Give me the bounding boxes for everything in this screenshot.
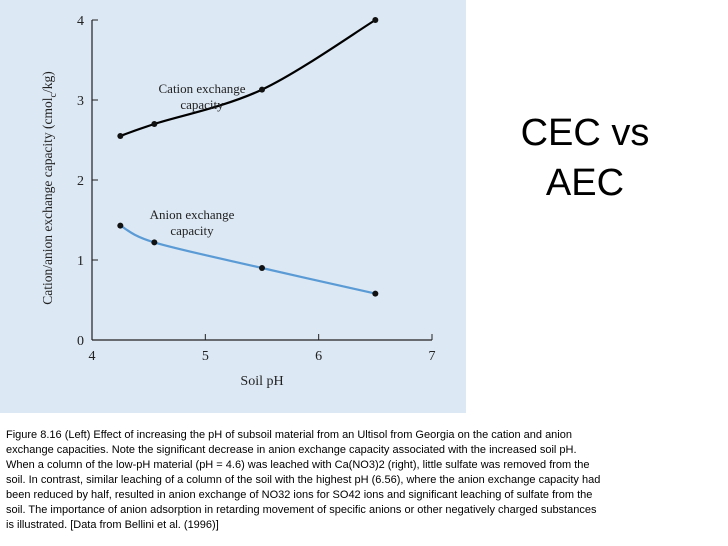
series-label-1-line-2: capacity — [180, 97, 224, 112]
y-axis-label-main: Cation/anion exchange capacity (cmol — [40, 97, 55, 305]
x-tick-label: 7 — [429, 349, 436, 364]
figure-panel — [0, 0, 466, 413]
data-point — [372, 290, 379, 297]
data-point — [259, 265, 265, 271]
y-axis-label-subscript: c — [48, 92, 59, 97]
chart-series-lines — [119, 19, 376, 295]
data-point — [372, 17, 379, 23]
slide-title-line-2: AEC — [545, 162, 625, 204]
y-tick-label: 3 — [77, 94, 84, 109]
y-tick-label: 1 — [77, 254, 84, 269]
slide-title-line-1: CEC vs — [520, 112, 650, 154]
y-tick-label: 2 — [77, 174, 84, 189]
data-point — [117, 133, 124, 139]
series-label-1-line-1: Cation exchange — [159, 81, 246, 96]
data-point — [151, 239, 158, 246]
x-tick-label: 5 — [202, 349, 209, 364]
data-point — [151, 121, 158, 127]
y-tick-label: 4 — [77, 14, 84, 29]
x-axis-label: Soil pH — [240, 374, 283, 389]
series-line-1 — [119, 19, 376, 138]
chart-ticks: 4 5 6 7 0 1 2 3 4 — [77, 14, 436, 364]
chart-series-points — [117, 17, 379, 297]
data-point — [117, 222, 124, 229]
y-axis-label-suffix: /kg) — [40, 71, 55, 93]
series-label-2-line-1: Anion exchange — [150, 207, 235, 222]
x-tick-label: 6 — [315, 349, 322, 364]
y-axis-label: Cation/anion exchange capacity (cmolc/kg… — [40, 71, 59, 305]
series-line-2 — [119, 224, 376, 295]
series-label-2-line-2: capacity — [170, 223, 214, 238]
slide-title: CEC vs AEC — [500, 108, 670, 208]
data-point — [259, 86, 265, 93]
figure-caption: Figure 8.16 (Left) Effect of increasing … — [6, 429, 601, 531]
x-tick-label: 4 — [89, 349, 96, 364]
y-tick-label: 0 — [77, 334, 84, 349]
chart-axes — [91, 20, 432, 341]
